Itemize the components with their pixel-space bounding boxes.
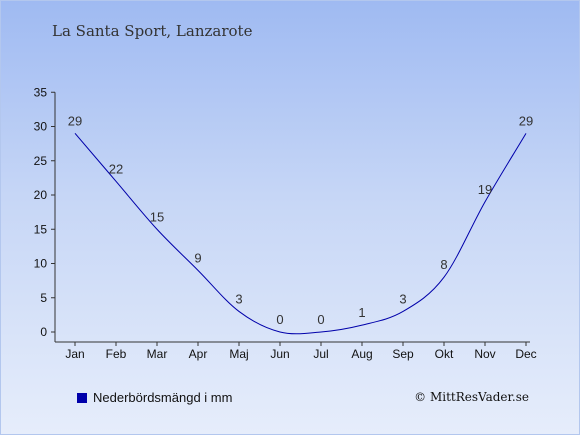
data-label: 0 [317, 312, 324, 327]
x-tick-label: Mar [147, 347, 168, 361]
x-tick-label: Aug [351, 347, 372, 361]
x-tick-label: Jun [270, 347, 289, 361]
x-tick-label: Dec [515, 347, 536, 361]
x-tick-label: Sep [392, 347, 414, 361]
data-label: 1 [358, 305, 365, 320]
y-tick-label: 15 [34, 222, 48, 236]
credit-text: © MittResVader.se [414, 390, 529, 404]
series-line [74, 133, 527, 335]
x-tick-label: Nov [474, 347, 495, 361]
data-label: 29 [68, 113, 82, 128]
data-label: 29 [519, 113, 533, 128]
data-label: 19 [478, 182, 492, 197]
data-label: 8 [440, 257, 447, 272]
y-tick-label: 20 [34, 188, 48, 202]
x-tick-label: Maj [229, 347, 248, 361]
data-label: 15 [150, 209, 164, 224]
y-tick-label: 35 [34, 85, 48, 99]
x-tick-label: Jan [65, 347, 84, 361]
legend: Nederbördsmängd i mm [77, 390, 232, 405]
data-label: 3 [399, 291, 406, 306]
y-tick-label: 10 [34, 257, 48, 271]
y-tick-label: 0 [40, 325, 47, 339]
y-tick-label: 25 [34, 154, 48, 168]
y-tick-label: 30 [34, 120, 48, 134]
legend-swatch [77, 392, 87, 403]
x-tick-label: Apr [189, 347, 208, 361]
y-tick-label: 5 [40, 291, 47, 305]
data-label: 0 [276, 312, 283, 327]
chart-title: La Santa Sport, Lanzarote [52, 22, 253, 40]
data-label: 3 [235, 291, 242, 306]
data-label: 9 [194, 250, 201, 265]
x-tick-label: Okt [435, 347, 454, 361]
data-label: 22 [109, 161, 123, 176]
x-tick-label: Jul [313, 347, 328, 361]
legend-label: Nederbördsmängd i mm [93, 390, 233, 405]
x-tick-label: Feb [106, 347, 127, 361]
